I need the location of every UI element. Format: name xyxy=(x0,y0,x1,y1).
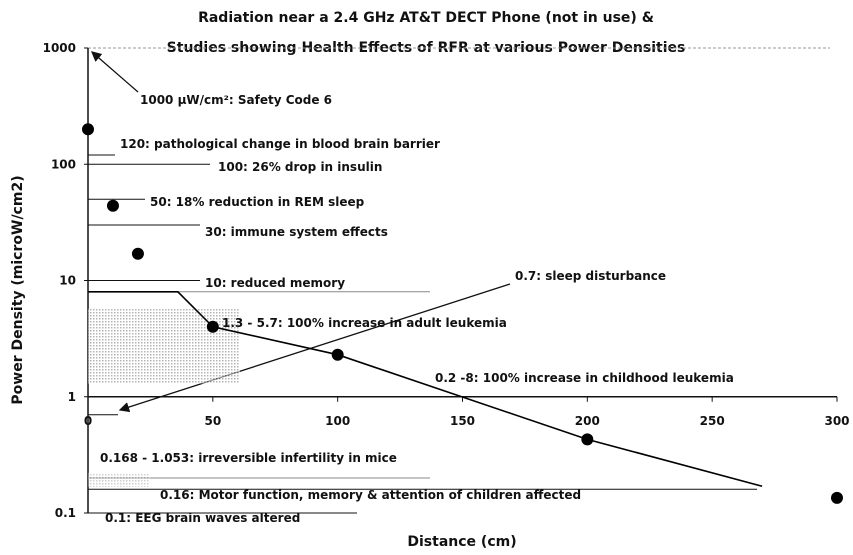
y-tick-label: 0.1 xyxy=(55,506,76,520)
threshold-band xyxy=(88,308,240,384)
annotation-label: 0.168 - 1.053: irreversible infertility … xyxy=(100,451,397,465)
annotation-label: 0.16: Motor function, memory & attention… xyxy=(160,488,581,502)
annotation-label: 10: reduced memory xyxy=(205,276,345,290)
data-point xyxy=(331,348,344,361)
y-tick-label: 10 xyxy=(59,274,76,288)
data-point xyxy=(131,247,144,260)
y-tick-label: 1 xyxy=(68,390,76,404)
annotation-label: 1.3 - 5.7: 100% increase in adult leukem… xyxy=(222,316,507,330)
data-point xyxy=(106,199,119,212)
data-point xyxy=(831,491,843,504)
y-axis-title: Power Density (microW/cm2) xyxy=(10,175,26,404)
y-tick-label: 100 xyxy=(51,157,76,171)
chart-title: Radiation near a 2.4 GHz AT&T DECT Phone… xyxy=(198,10,654,26)
annotation-label: 0.2 -8: 100% increase in childhood leuke… xyxy=(435,371,734,385)
y-tick-label: 1000 xyxy=(43,41,76,55)
x-tick-label: 100 xyxy=(325,414,350,428)
arrow xyxy=(118,283,511,413)
x-tick-label: 300 xyxy=(824,414,849,428)
x-tick-label: 250 xyxy=(700,414,725,428)
x-tick-label: 50 xyxy=(204,414,221,428)
data-point xyxy=(82,123,94,136)
annotation-label: 120: pathological change in blood brain … xyxy=(120,137,440,151)
annotation-label: 30: immune system effects xyxy=(205,225,388,239)
x-tick-label: 150 xyxy=(450,414,475,428)
x-tick-label: 0 xyxy=(84,414,92,428)
data-point xyxy=(206,320,219,333)
annotation-label: 50: 18% reduction in REM sleep xyxy=(150,195,365,209)
annotation-label: 1000 µW/cm²: Safety Code 6 xyxy=(140,93,332,107)
threshold-band xyxy=(88,472,150,487)
x-axis-title: Distance (cm) xyxy=(407,534,516,550)
x-tick-label: 200 xyxy=(575,414,600,428)
annotation-label: 0.1: EEG brain waves altered xyxy=(105,511,300,525)
arrow xyxy=(91,51,139,93)
data-point xyxy=(581,433,594,446)
annotation-label: 100: 26% drop in insulin xyxy=(218,160,382,174)
annotation-label: 0.7: sleep disturbance xyxy=(515,269,666,283)
data-line xyxy=(88,290,763,487)
